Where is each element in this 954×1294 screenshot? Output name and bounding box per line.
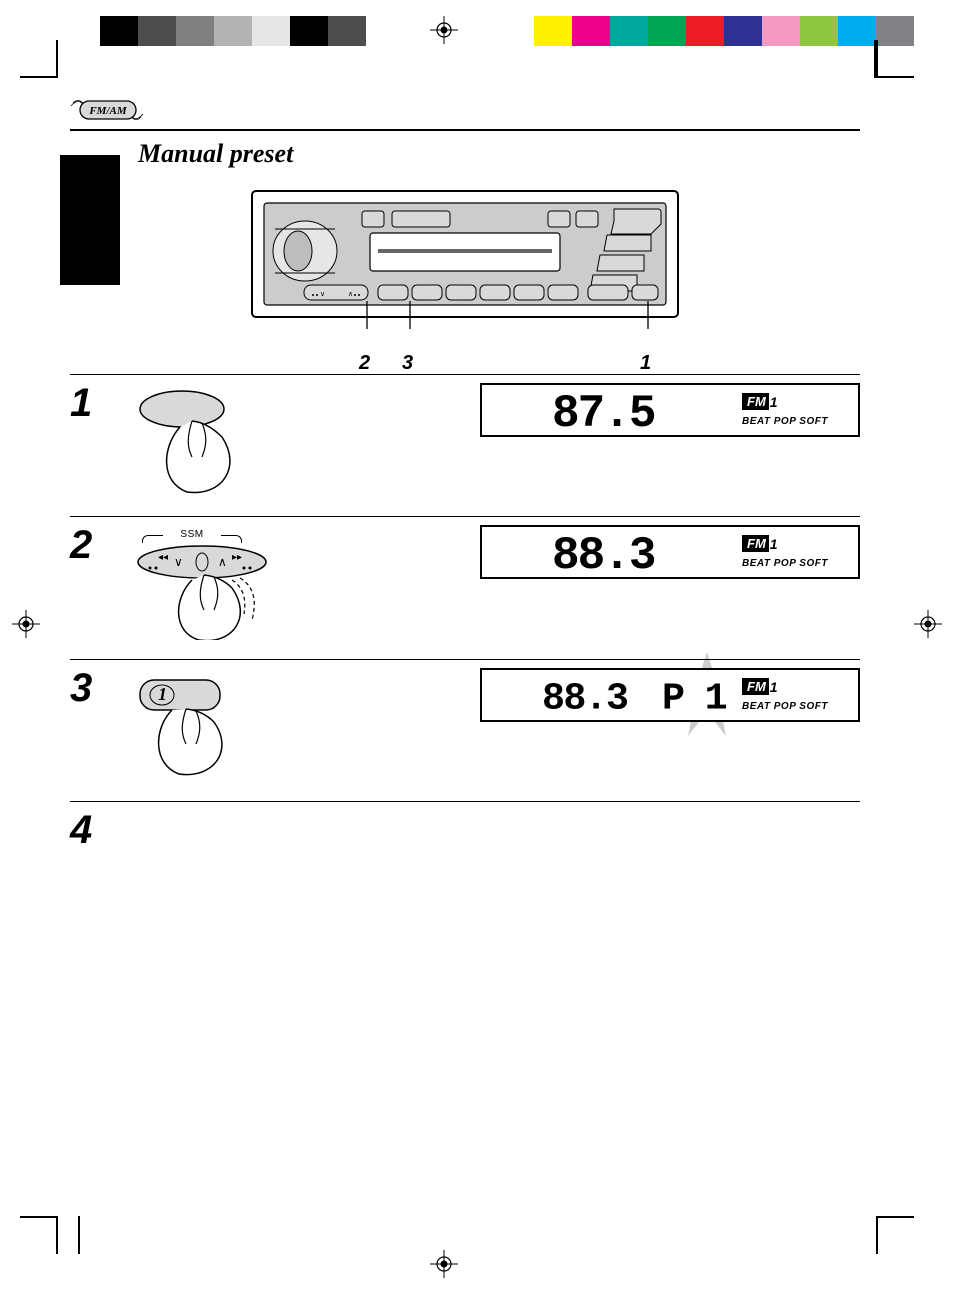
section-tab	[60, 155, 120, 285]
seven-seg-freq: 88.3 P 1	[542, 673, 742, 717]
page-content: FM/AM Manual preset	[70, 95, 860, 864]
svg-text:∨: ∨	[320, 291, 325, 298]
trim-mark	[78, 1216, 80, 1254]
seven-seg-freq: 87.5	[542, 388, 742, 432]
band-indicator: FM1	[742, 535, 778, 552]
sound-mode-indicator: BEAT POP SOFT	[742, 558, 828, 569]
band-indicator: FM1	[742, 393, 778, 410]
ssm-label: SSM	[132, 529, 252, 540]
tune-button-graphic: SSM ◂◂ ∨ ∧ ▸▸	[132, 525, 292, 645]
callout-number: 3	[402, 352, 413, 375]
svg-text:87.5: 87.5	[552, 388, 655, 432]
step-number: 2	[70, 525, 112, 645]
trim-mark	[20, 40, 58, 78]
fm-am-badge-icon: FM/AM	[70, 95, 146, 125]
trim-mark	[20, 1216, 58, 1254]
step-row: 4	[70, 801, 860, 864]
device-diagram: ∨ ∧	[250, 189, 680, 334]
sound-mode-indicator: BEAT POP SOFT	[742, 701, 828, 712]
page-title: Manual preset	[138, 139, 860, 169]
sound-mode-indicator: BEAT POP SOFT	[742, 416, 828, 427]
svg-text:▸▸: ▸▸	[232, 552, 242, 563]
lcd-display: 87.5 FM1 BEAT POP SOFT	[480, 383, 860, 437]
svg-text:88.3: 88.3	[552, 530, 655, 574]
press-button-graphic	[132, 383, 292, 502]
lcd-display: 88.3 FM1 BEAT POP SOFT	[480, 525, 860, 579]
svg-text:◂◂: ◂◂	[158, 552, 168, 563]
callout-number: 1	[640, 352, 651, 375]
divider	[70, 129, 860, 131]
print-color-bar	[100, 16, 914, 46]
svg-text:1: 1	[158, 684, 167, 704]
step-row: 3 1	[70, 659, 860, 801]
trim-mark	[874, 40, 876, 78]
registration-mark-icon	[430, 1250, 458, 1278]
step-row: 1 87.5 FM1	[70, 374, 860, 516]
lcd-display: 88.3 P 1 FM1 BEAT POP SOFT	[480, 668, 860, 722]
trim-mark	[876, 1216, 914, 1254]
seven-seg-freq: 88.3	[542, 530, 742, 574]
registration-mark-icon	[914, 610, 942, 638]
band-indicator: FM1	[742, 678, 778, 695]
step-row: 2 SSM ◂◂ ∨ ∧ ▸▸	[70, 516, 860, 659]
svg-text:∧: ∧	[218, 555, 227, 569]
step-number: 3	[70, 668, 112, 787]
svg-text:88.3 P 1: 88.3 P 1	[542, 676, 727, 717]
registration-mark-icon	[430, 16, 458, 44]
trim-mark	[876, 40, 914, 78]
callout-number: 2	[359, 352, 370, 375]
svg-text:∨: ∨	[174, 555, 183, 569]
press-preset-graphic: 1	[132, 668, 292, 787]
registration-mark-icon	[12, 610, 40, 638]
svg-text:∧: ∧	[348, 291, 353, 298]
svg-text:FM/AM: FM/AM	[88, 105, 128, 117]
step-number: 4	[70, 810, 112, 850]
step-number: 1	[70, 383, 112, 502]
device-callouts: 2 3 1	[250, 334, 680, 374]
